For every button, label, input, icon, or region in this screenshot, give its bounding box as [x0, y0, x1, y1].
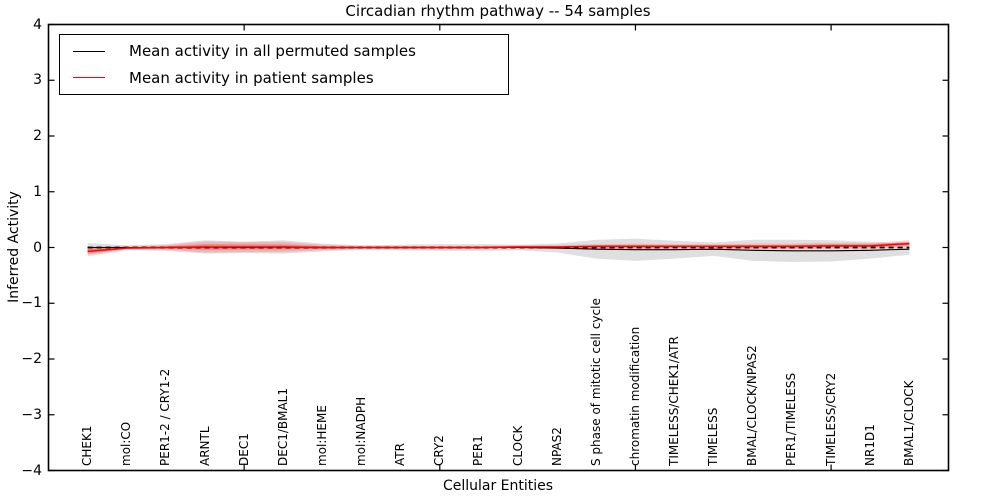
legend-line-sample-black — [73, 50, 105, 52]
x-tick-label: ATR — [393, 443, 408, 466]
x-tick-label: NR1D1 — [862, 424, 877, 466]
x-axis-label: Cellular Entities — [442, 478, 554, 494]
permuted-band — [87, 238, 910, 262]
x-tick-label: TIMELESS/CHEK1/ATR — [667, 336, 682, 466]
x-tick-label: mol:NADPH — [354, 396, 369, 466]
legend-line-sample-red — [73, 77, 105, 79]
x-tick-label: chromatin modification — [627, 326, 642, 466]
x-tick-label: TIMELESS — [706, 407, 721, 466]
x-tick-label: CHEK1 — [80, 425, 95, 467]
x-tick-label: PER1 — [471, 435, 486, 466]
x-tick-label: CLOCK — [510, 425, 525, 466]
y-tick-label: 4 — [33, 16, 42, 33]
x-tick-label: NPAS2 — [549, 427, 564, 466]
x-tick-label: mol:CO — [119, 421, 134, 466]
y-tick-label: −4 — [21, 462, 42, 479]
y-tick-label: −2 — [21, 351, 42, 367]
x-tick-label: PER1-2 / CRY1-2 — [158, 368, 173, 466]
y-tick-label: −3 — [21, 406, 42, 423]
y-tick-label: −1 — [21, 295, 42, 312]
x-tick-label: mol:HEME — [314, 405, 329, 466]
patient-band-outer — [87, 240, 910, 257]
x-tick-label: CRY2 — [432, 435, 447, 466]
chart-title: Circadian rhythm pathway -- 54 samples — [345, 2, 651, 20]
legend-item-label: Mean activity in all permuted samples — [129, 42, 416, 61]
legend-item-permuted: Mean activity in all permuted samples — [60, 38, 508, 64]
x-tick-label: BMAL1/CLOCK — [901, 380, 916, 467]
x-tick-label: PER1/TIMELESS — [784, 372, 799, 466]
y-tick-label: 2 — [33, 128, 42, 144]
patient-band-inner — [87, 241, 910, 255]
y-tick-label: 3 — [33, 72, 42, 89]
x-tick-label: ARNTL — [197, 426, 212, 466]
x-tick-label: BMAL/CLOCK/NPAS2 — [745, 345, 760, 466]
legend-item-label: Mean activity in patient samples — [129, 68, 374, 87]
x-tick-label: S phase of mitotic cell cycle — [588, 298, 603, 466]
legend-item-patient: Mean activity in patient samples — [60, 65, 508, 91]
y-tick-label: 0 — [33, 239, 42, 256]
x-tick-label: DEC1 — [236, 433, 251, 466]
legend: Mean activity in all permuted samples Me… — [59, 34, 509, 95]
patient-mean-line — [87, 242, 910, 253]
y-tick-label: 1 — [33, 183, 42, 200]
x-tick-label: TIMELESS/CRY2 — [823, 372, 838, 466]
x-tick-label: DEC1/BMAL1 — [275, 388, 290, 466]
